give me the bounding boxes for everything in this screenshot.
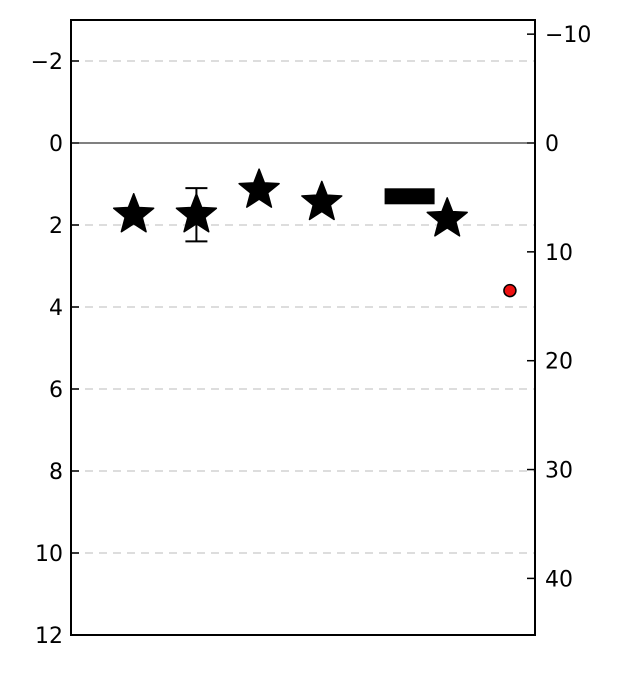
star-point (175, 193, 218, 233)
left-y-tick-label: 4 (49, 296, 63, 321)
star-point (426, 197, 468, 237)
right-y-axis: −10 0 10 20 30 40 (527, 23, 591, 592)
right-y-tick-label: 0 (545, 132, 559, 157)
right-y-tick-label: 30 (545, 459, 573, 484)
left-y-axis: −2 0 2 4 6 8 10 12 (31, 50, 79, 649)
grid-lines (71, 60, 535, 554)
left-y-tick-label: 6 (49, 378, 63, 403)
star-point (112, 193, 155, 233)
left-y-tick-label: 2 (49, 214, 63, 239)
left-y-tick-label: 10 (35, 542, 63, 567)
data-marks (112, 168, 517, 298)
left-y-tick-label: 8 (49, 460, 63, 485)
left-y-tick-label: 12 (35, 624, 63, 649)
star-point (238, 168, 280, 208)
plot-area-frame (70, 19, 536, 636)
right-y-tick-label: 20 (545, 350, 573, 375)
circle-point (503, 283, 517, 298)
bar-point (384, 188, 435, 205)
right-y-tick-label: −10 (545, 23, 591, 48)
left-y-tick-label: 0 (49, 132, 63, 157)
star-point (301, 180, 343, 221)
right-y-tick-label: 40 (545, 567, 573, 592)
left-y-tick-label: −2 (31, 50, 63, 75)
right-y-tick-label: 10 (545, 241, 573, 266)
